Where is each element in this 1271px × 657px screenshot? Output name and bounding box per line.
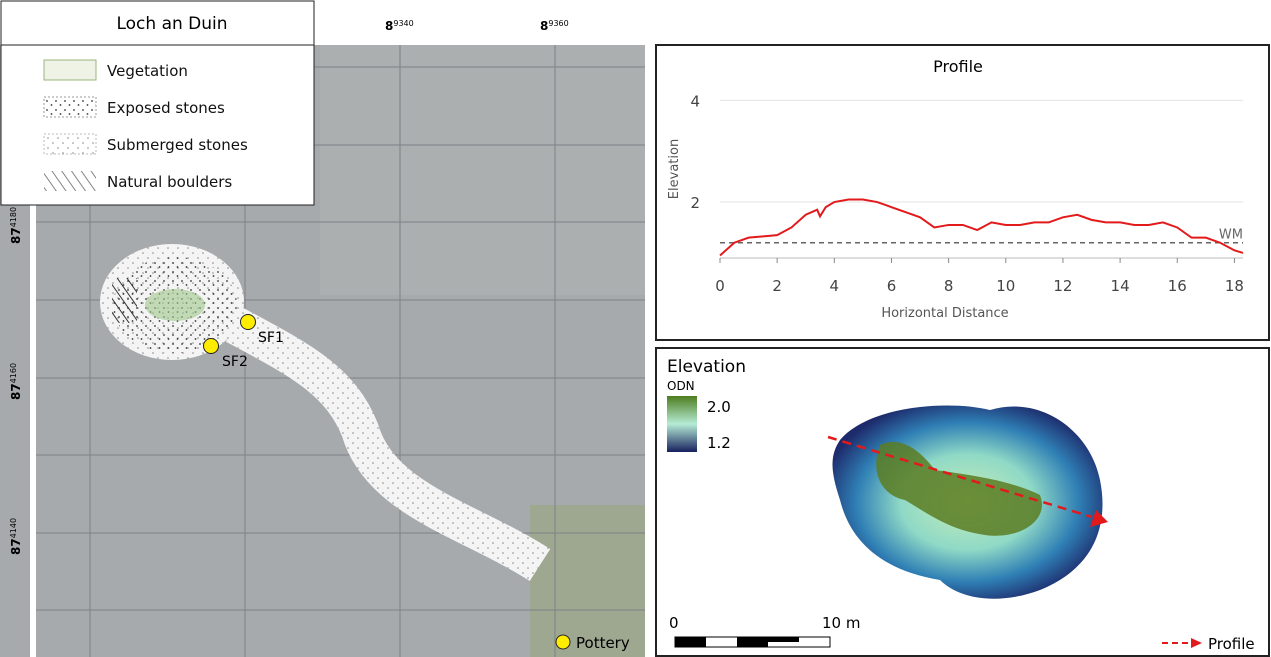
x-tick-label: 18 (1225, 277, 1244, 295)
y-tick-label: 2 (690, 194, 700, 212)
x-tick-label: 14 (1111, 277, 1130, 295)
profile-legend-label: Profile (1208, 635, 1255, 653)
find-point (556, 635, 570, 649)
profile-panel (656, 45, 1269, 340)
legend-label: Exposed stones (107, 99, 225, 117)
x-tick-label: 16 (1168, 277, 1187, 295)
y-tick-label: 4 (690, 92, 700, 110)
x-tick-label: 8 (944, 277, 954, 295)
reference-label: WM (1219, 228, 1243, 243)
x-axis-label: Horizontal Distance (881, 306, 1008, 321)
scale-bar (675, 637, 830, 647)
map-texture (320, 45, 645, 295)
x-tick-label: 6 (887, 277, 897, 295)
point-label: SF2 (222, 354, 248, 370)
find-point (204, 339, 219, 354)
color-ramp (667, 396, 697, 452)
x-tick-label: 2 (772, 277, 782, 295)
legend-swatch (44, 171, 96, 191)
scale-start: 0 (669, 614, 679, 632)
coord-bold: 87 (9, 227, 23, 244)
x-tick-label: 12 (1053, 277, 1072, 295)
x-tick-label: 0 (715, 277, 725, 295)
y-axis-label: Elevation (667, 139, 682, 199)
legend-label: Vegetation (107, 62, 188, 80)
coord-sup: 4140 (9, 518, 18, 538)
scale-end: 10 m (822, 614, 860, 632)
x-coordinate: 89360 (540, 19, 569, 33)
find-point (241, 315, 256, 330)
map-title: Loch an Duin (116, 14, 227, 34)
ramp-high: 2.0 (707, 398, 731, 416)
boulders (112, 278, 137, 323)
legend-swatch (44, 134, 96, 154)
point-label: SF1 (258, 330, 284, 346)
island-vegetation (145, 289, 205, 321)
legend-swatch (44, 60, 96, 80)
coord-sup: 4180 (9, 207, 18, 227)
coord-bold: 87 (9, 383, 23, 400)
legend-label: Submerged stones (107, 136, 248, 154)
chart-title: Profile (933, 57, 983, 76)
coord-sup: 4160 (9, 363, 18, 383)
elevation-title: Elevation (667, 357, 746, 377)
coord-bold: 87 (9, 538, 23, 555)
x-tick-label: 4 (830, 277, 840, 295)
legend-swatch (44, 97, 96, 117)
ramp-low: 1.2 (707, 434, 731, 452)
x-tick-label: 10 (996, 277, 1015, 295)
figure: SF1 SF2 Pottery 89340 89360 874200874180… (0, 0, 1271, 657)
legend-label: Natural boulders (107, 173, 232, 191)
x-coordinate: 89340 (385, 19, 414, 33)
point-label: Pottery (576, 634, 630, 652)
elevation-unit: ODN (667, 379, 695, 393)
